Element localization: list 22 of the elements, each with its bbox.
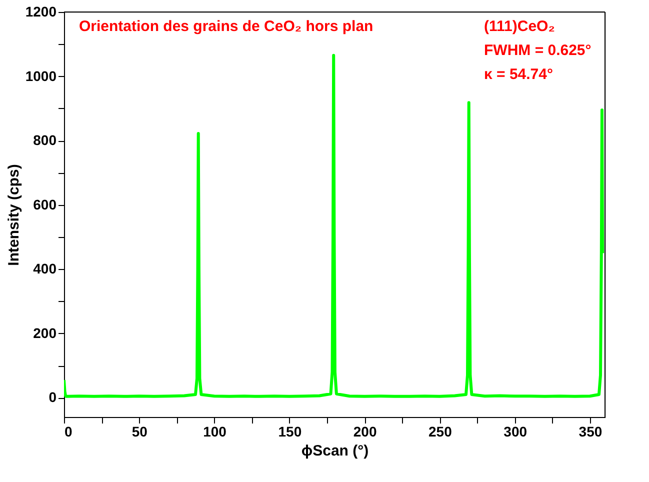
y-tick-label: 1000 — [25, 68, 57, 84]
x-tick-label: 300 — [504, 424, 528, 440]
annotation: FWHM = 0.625° — [484, 42, 592, 59]
x-tick-label: 350 — [578, 424, 602, 440]
y-tick-label: 0 — [48, 389, 57, 406]
y-tick-label: 800 — [33, 132, 57, 148]
annotation: (111)CeO₂ — [484, 18, 555, 35]
y-tick-label: 200 — [33, 324, 57, 341]
x-tick-label: 100 — [203, 424, 227, 440]
x-tick-label: 150 — [278, 424, 302, 440]
y-tick-label: 600 — [33, 196, 57, 212]
x-tick-label: 50 — [132, 424, 148, 440]
x-tick-label: 250 — [428, 424, 452, 440]
x-axis-title: ϕScan (°) — [301, 442, 369, 460]
y-axis-title: Intensity (cps) — [5, 164, 22, 266]
line-series — [64, 54, 604, 398]
annotation: Orientation des grains de CeO₂ hors plan — [79, 18, 374, 35]
annotation: κ = 54.74° — [484, 66, 553, 83]
x-tick-label: 200 — [353, 424, 377, 440]
y-tick-label: 400 — [33, 260, 57, 277]
x-tick-label: 0 — [64, 424, 72, 440]
y-tick-label: 1200 — [25, 4, 57, 20]
